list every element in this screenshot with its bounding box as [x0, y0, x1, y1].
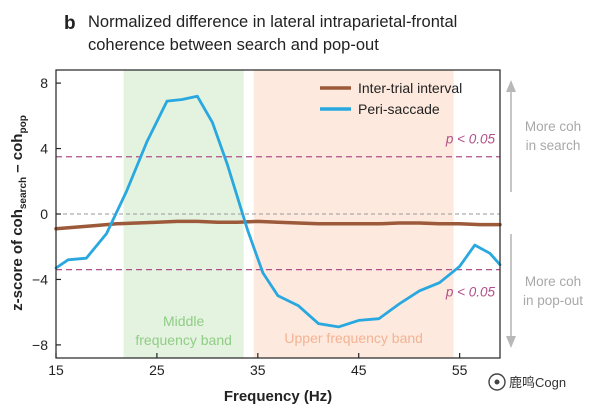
x-tick-label-1: 25 [149, 362, 165, 378]
x-tick-label-4: 55 [452, 362, 468, 378]
band-label-0-0: Middle [163, 313, 204, 329]
series-lines [54, 94, 502, 329]
band-label-1-0: Upper frequency band [284, 330, 423, 346]
axes: 15 25 35 45 55 8 4 0 −4 −8 [32, 69, 501, 378]
watermark-logo-icon [488, 373, 506, 391]
legend-label-0: Inter-trial interval [358, 80, 462, 96]
y-tick-label-3: −4 [32, 271, 48, 287]
y-tick-label-1: 4 [40, 141, 48, 157]
side-annotation-0-0: More coh [525, 119, 581, 134]
y-label-sub-search: search [18, 177, 29, 209]
y-tick-label-2: 0 [40, 206, 48, 222]
side-annotation-1-1: in pop-out [523, 293, 583, 308]
y-label-sub-pop: pop [18, 115, 29, 133]
watermark: 鹿鸣Cogn [488, 373, 566, 391]
series-line-peri-saccade [54, 94, 502, 329]
side-arrow-down-icon [506, 336, 516, 348]
chart-title-line1: Normalized difference in lateral intrapa… [88, 13, 457, 31]
y-label-pre: z-score of coh [9, 209, 26, 311]
side-arrow-up-icon [506, 80, 516, 92]
threshold-lines: p < 0.05 p < 0.05 [56, 132, 500, 300]
y-axis-label: z-score of cohsearch – cohpop [9, 115, 29, 311]
watermark-text: 鹿鸣Cogn [509, 375, 566, 390]
y-tick-label-4: −8 [32, 337, 48, 353]
series-line-inter-trial [54, 219, 502, 231]
side-annotations: More coh in search More coh in pop-out [506, 80, 583, 348]
side-annotation-1-0: More coh [525, 274, 581, 289]
band-label-0-1: frequency band [135, 332, 232, 348]
x-tick-label-0: 15 [48, 362, 64, 378]
x-tick-label-3: 45 [351, 362, 367, 378]
watermark-logo-dot [494, 379, 500, 385]
side-annotation-0-1: in search [526, 138, 581, 153]
panel-label: b [64, 13, 76, 34]
threshold-label-0: p < 0.05 [445, 132, 496, 147]
x-axis-label: Frequency (Hz) [224, 388, 332, 405]
chart-title-line2: coherence between search and pop-out [88, 36, 379, 54]
threshold-label-1: p < 0.05 [445, 285, 496, 300]
legend-label-1: Peri-saccade [358, 101, 440, 117]
legend: Inter-trial interval Peri-saccade [320, 80, 462, 117]
y-tick-label-0: 8 [40, 75, 48, 91]
x-tick-label-2: 35 [250, 362, 266, 378]
y-label-mid: – coh [9, 134, 26, 177]
